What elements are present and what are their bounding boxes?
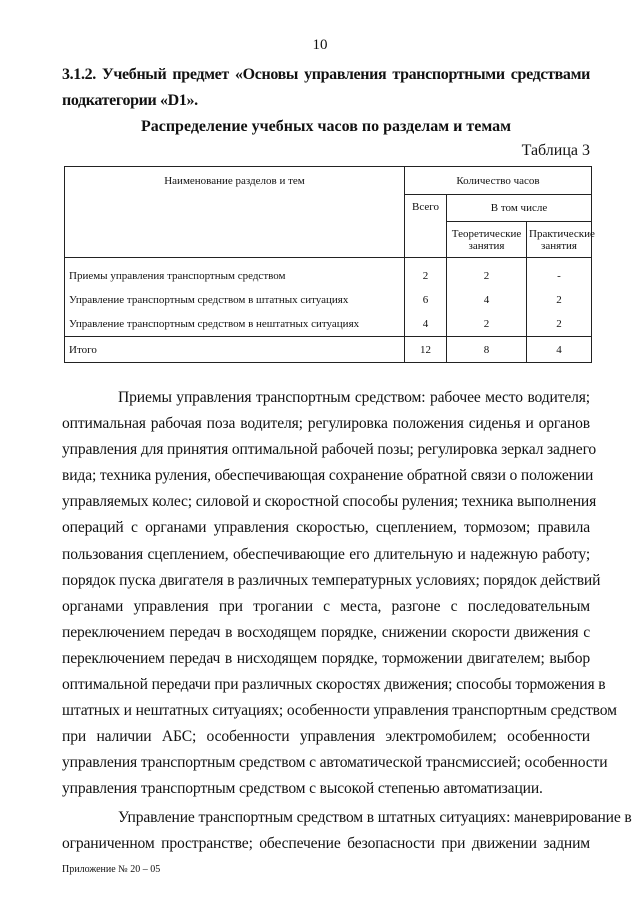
row-practice: 2 [526,312,592,337]
header-theory: Теоретические занятия [446,221,527,258]
table-label: Таблица 3 [521,142,590,159]
heading-line: 3.1.2. Учебный предмет «Основы управлени… [62,66,590,83]
text-line: Приемы управления транспортным средством… [118,389,590,406]
total-theory: 8 [446,336,527,363]
header-name: Наименование разделов и тем [64,166,405,258]
total-name: Итого [64,336,405,363]
text-line: управления транспортным средством с высо… [62,780,543,798]
header-total: Всего [404,194,447,258]
text-line: управления транспортным средством с авто… [62,754,608,772]
table-total-row: Итого 12 8 4 [64,336,592,363]
total-practice: 4 [526,336,592,363]
text-line: управления для принятия оптимальной рабо… [62,441,597,459]
text-line: оптимальной передачи при различных скоро… [62,676,606,694]
header-practice: Практические занятия [526,221,595,258]
row-total: 4 [404,312,447,337]
table-row: Управление транспортным средством в нешт… [64,312,592,337]
hours-table: Наименование разделов и тем Количество ч… [64,166,595,363]
text-line: Управление транспортным средством в штат… [118,808,632,826]
header-hours: Количество часов [404,166,592,195]
row-total: 2 [404,257,447,288]
text-line: органами управления при трогании с места… [62,597,590,615]
row-practice: 2 [526,288,592,312]
row-total: 6 [404,288,447,312]
heading-line: подкатегории «D1». [62,92,198,109]
section-heading: 3.1.2. Учебный предмет «Основы управлени… [62,62,590,114]
table-title: Распределение учебных часов по разделам … [140,118,512,135]
table-row: Управление транспортным средством в штат… [64,288,592,312]
text-line: оптимальная рабочая поза водителя; регул… [62,415,590,433]
paragraph: Управление транспортным средством в штат… [62,805,632,857]
text-line: переключением передач в нисходящем поряд… [62,649,590,667]
row-theory: 2 [446,312,527,337]
row-theory: 4 [446,288,527,312]
body-text: Приемы управления транспортным средством… [62,385,632,857]
text-line: управляемых колес; силовой и скоростной … [62,493,597,511]
row-name: Управление транспортным средством в нешт… [64,312,405,337]
text-line: пользования сцеплением, обеспечивающие е… [62,545,590,563]
text-line: ограниченном пространстве; обеспечение б… [62,834,590,852]
row-practice: - [526,257,592,288]
paragraph: Приемы управления транспортным средством… [62,385,617,803]
total-total: 12 [404,336,447,363]
header-including: В том числе [446,194,592,222]
text-line: при наличии АБС; особенности управления … [62,728,590,746]
row-name: Управление транспортным средством в штат… [64,288,405,312]
text-line: операций с органами управления скоростью… [62,519,590,537]
footer-note: Приложение № 20 – 05 [62,863,161,875]
text-line: штатных и нештатных ситуациях; особеннос… [62,702,617,720]
text-line: переключением передач в восходящем поряд… [62,623,590,641]
page-number: 10 [312,37,328,53]
row-theory: 2 [446,257,527,288]
text-line: вида; техника руления, обеспечивающая со… [62,467,594,485]
row-name: Приемы управления транспортным средством [64,257,405,288]
table-row: Приемы управления транспортным средством… [64,257,592,288]
text-line: порядок пуска двигателя в различных темп… [62,571,601,589]
